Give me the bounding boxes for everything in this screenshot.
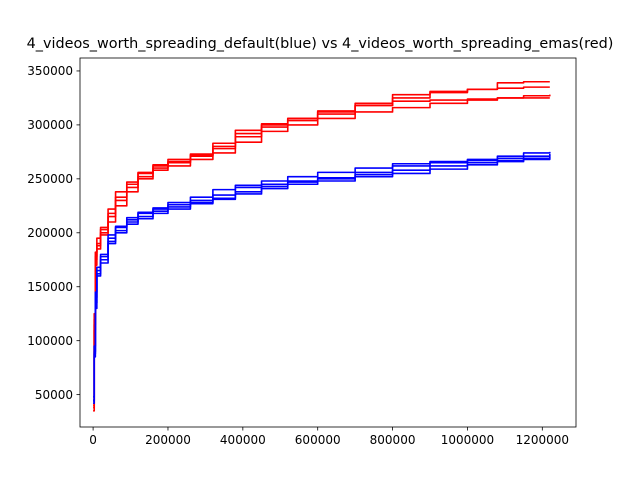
x-axis: 0 200000 400000 600000 800000 1000000 1200000 bbox=[89, 427, 569, 447]
y-tick-label: 300000 bbox=[27, 118, 73, 132]
y-tick-label: 350000 bbox=[27, 64, 73, 78]
y-tick-label: 100000 bbox=[27, 334, 73, 348]
x-tick-label: 200000 bbox=[145, 433, 191, 447]
y-tick-label: 50000 bbox=[35, 388, 73, 402]
y-axis: 50000 100000 150000 200000 250000 300000 35000… bbox=[27, 64, 80, 402]
series-line-7 bbox=[93, 157, 551, 402]
series-group bbox=[93, 80, 551, 412]
plot-area-frame bbox=[79, 57, 577, 428]
x-tick-label: 0 bbox=[89, 433, 97, 447]
chart-title: 4_videos_worth_spreading_default(blue) v… bbox=[27, 36, 614, 52]
x-tick-label: 400000 bbox=[220, 433, 266, 447]
y-tick-label: 150000 bbox=[27, 280, 73, 294]
x-tick-label: 600000 bbox=[295, 433, 341, 447]
y-tick-label: 250000 bbox=[27, 172, 73, 186]
x-tick-label: 1000000 bbox=[441, 433, 494, 447]
series-line-3 bbox=[93, 94, 551, 407]
x-tick-label: 800000 bbox=[370, 433, 416, 447]
series-line-6 bbox=[93, 154, 551, 398]
y-tick-label: 200000 bbox=[27, 226, 73, 240]
x-tick-label: 1200000 bbox=[516, 433, 569, 447]
